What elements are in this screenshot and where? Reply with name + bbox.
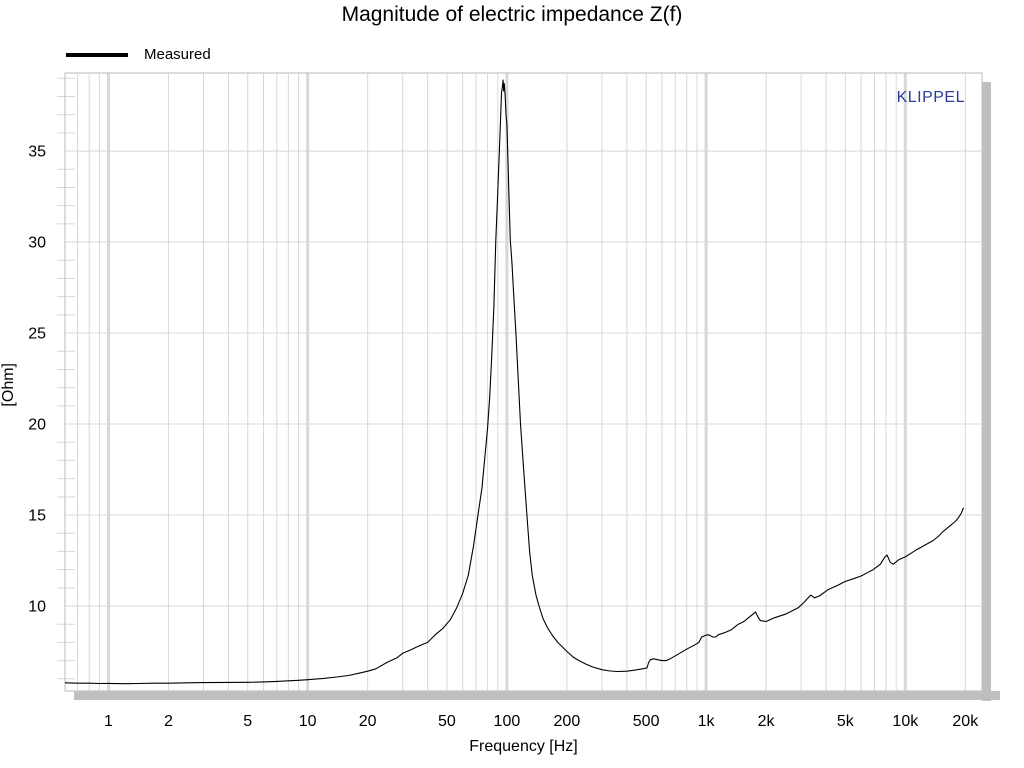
- measured-curve: [64, 79, 965, 685]
- x-tick-label: 10: [299, 713, 317, 730]
- plot-shadow-bottom: [74, 691, 1000, 700]
- klippel-logo: KLIPPEL: [896, 89, 965, 106]
- x-tick-label: 2: [164, 713, 173, 730]
- y-tick-label: 20: [28, 417, 46, 434]
- x-tick-label: 5k: [837, 713, 855, 730]
- x-tick-label: 100: [494, 713, 521, 730]
- legend-line-swatch: [66, 52, 128, 57]
- x-tick-label: 200: [554, 713, 581, 730]
- legend: Measured: [66, 46, 211, 63]
- y-tick-label: 35: [28, 144, 46, 161]
- x-tick-label: 2k: [758, 713, 776, 730]
- plot-shadow-right: [982, 82, 991, 701]
- x-tick-label: 1k: [698, 713, 716, 730]
- y-tick-label: 10: [28, 599, 46, 616]
- plot-frame: [64, 72, 983, 692]
- y-tick-label: 30: [28, 235, 46, 252]
- x-tick-label: 20k: [952, 713, 979, 730]
- x-axis-label: Frequency [Hz]: [469, 738, 578, 755]
- y-axis-label: [Ohm]: [0, 363, 17, 407]
- x-tick-label: 500: [633, 713, 660, 730]
- y-tick-label: 25: [28, 326, 46, 343]
- legend-label: Measured: [144, 46, 211, 63]
- x-tick-label: 1: [104, 713, 113, 730]
- chart-title: Magnitude of electric impedance Z(f): [341, 3, 683, 26]
- y-tick-label: 15: [28, 508, 46, 525]
- x-tick-label: 50: [438, 713, 456, 730]
- x-tick-label: 20: [359, 713, 377, 730]
- x-tick-label: 10k: [892, 713, 919, 730]
- x-tick-label: 5: [243, 713, 252, 730]
